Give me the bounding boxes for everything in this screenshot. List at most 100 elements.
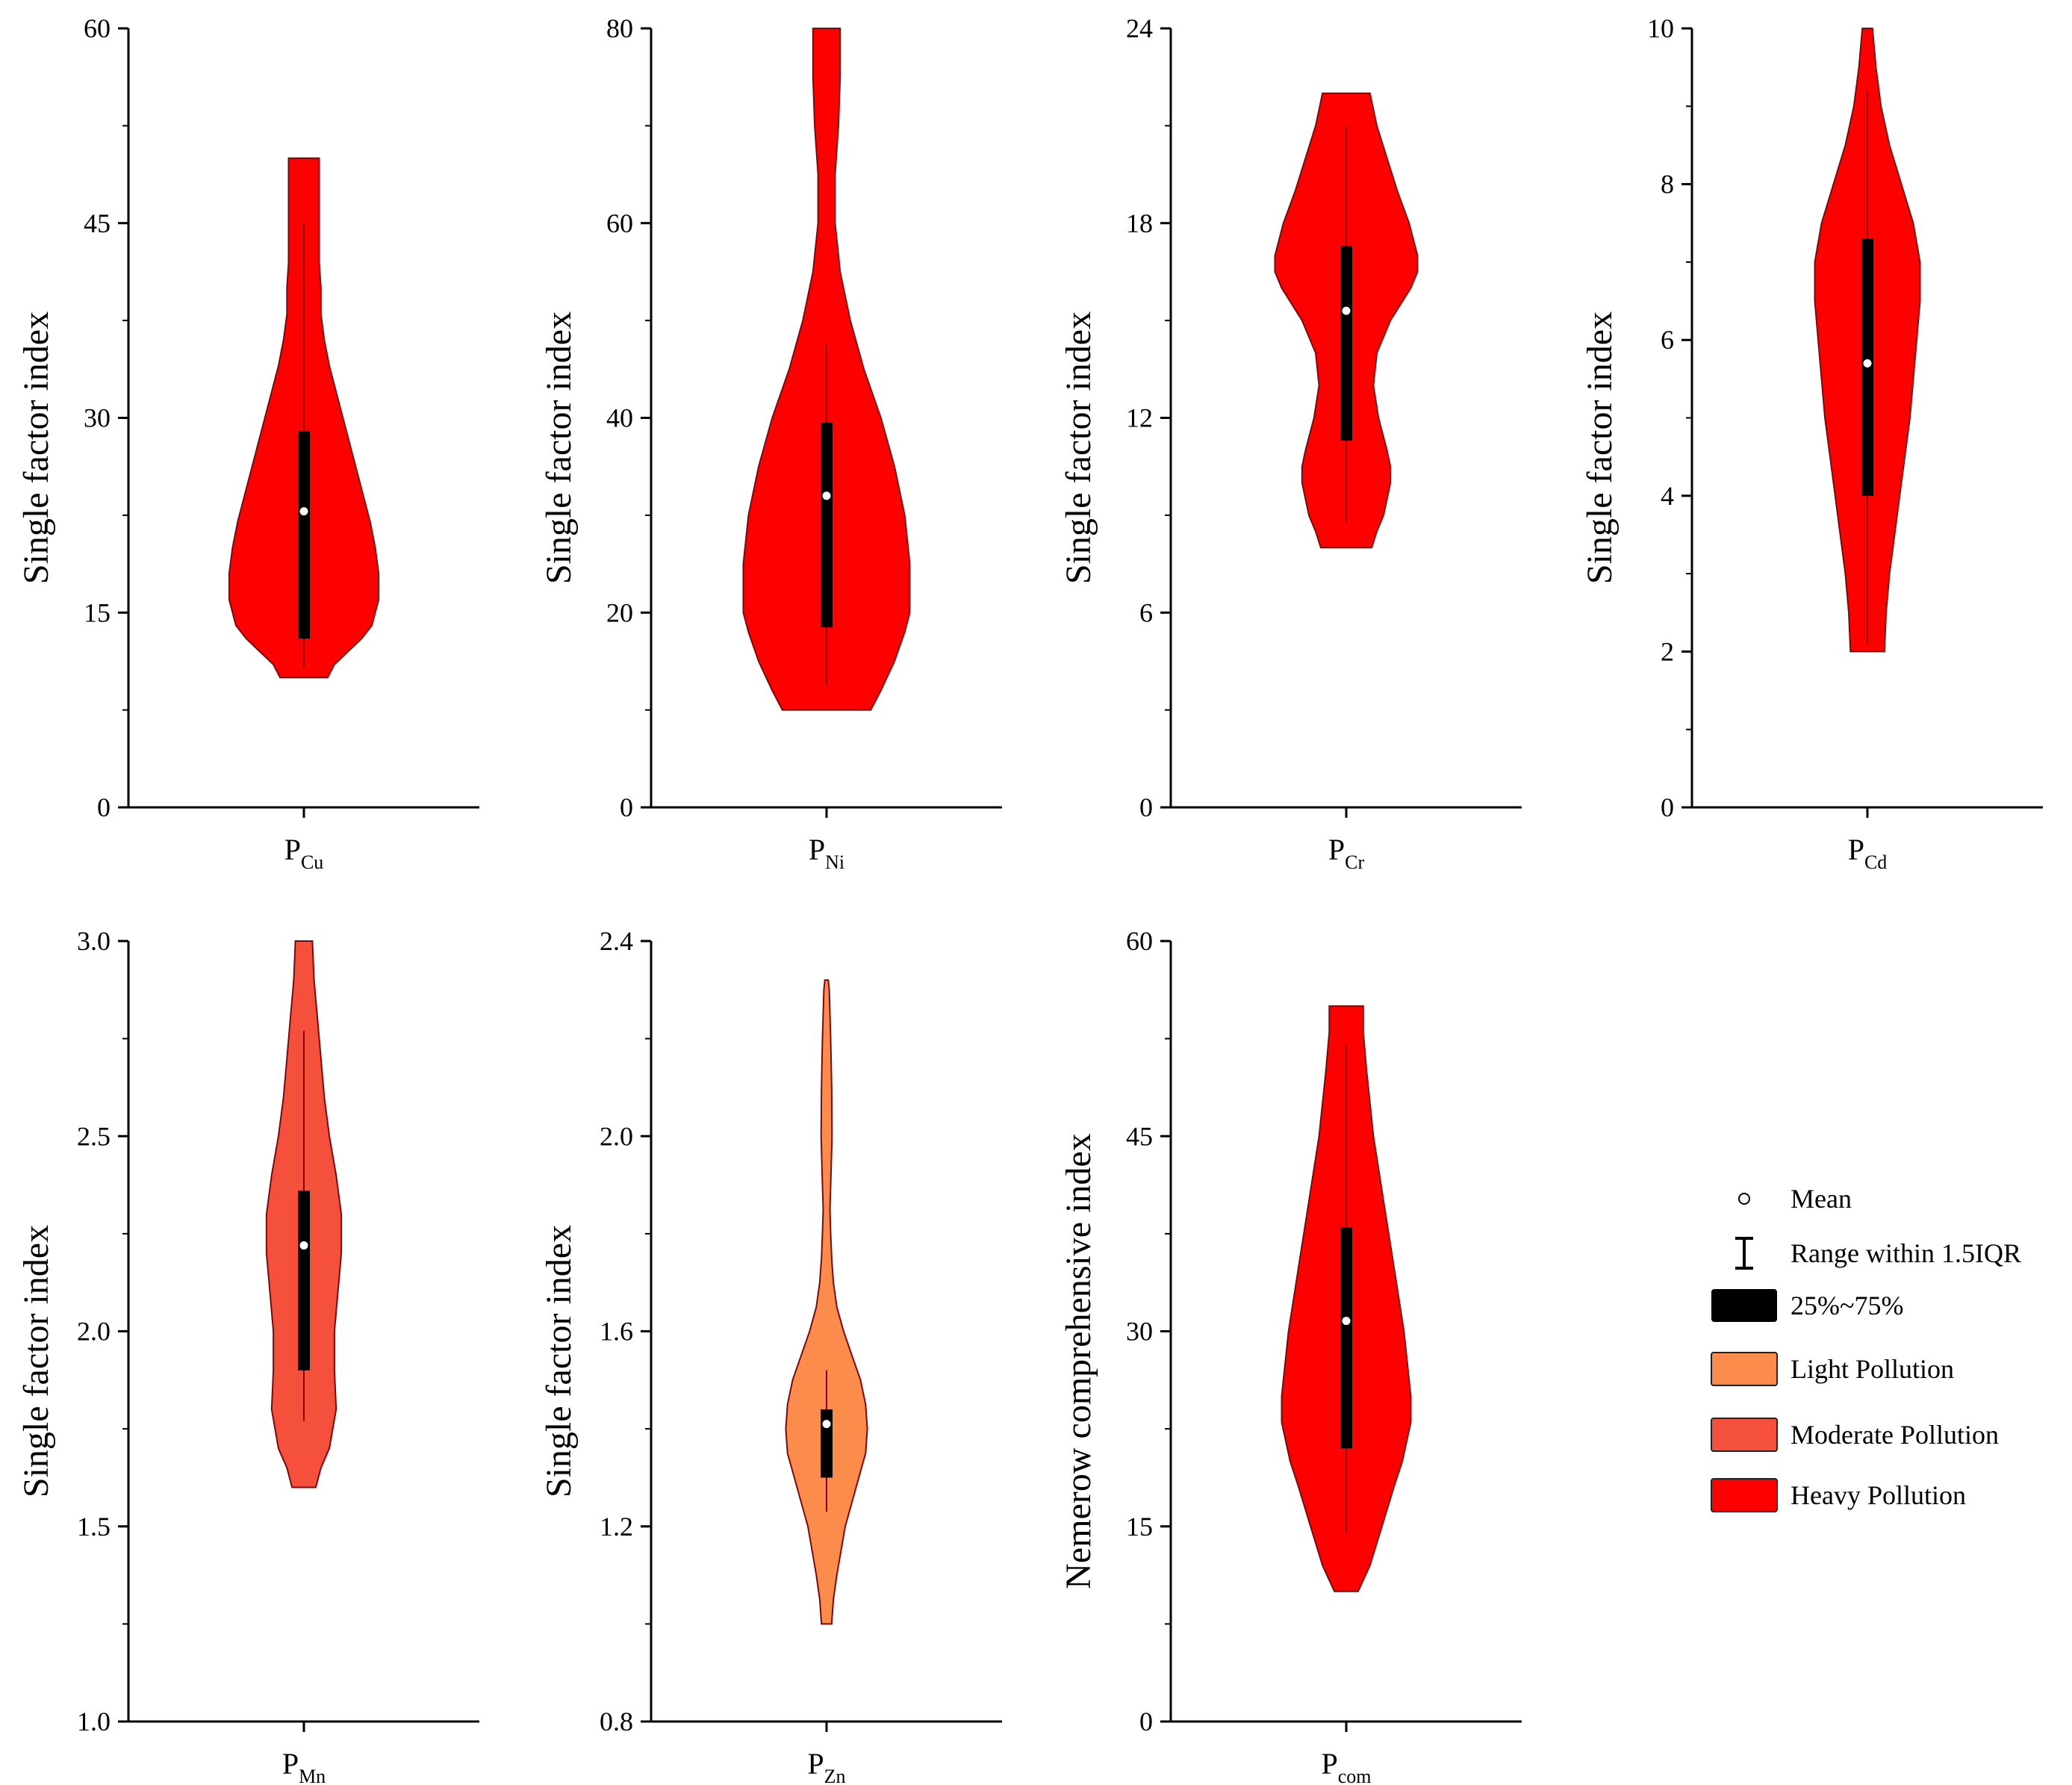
mean-circle-icon (1738, 1193, 1750, 1205)
category-sub-ni: Ni (825, 851, 844, 873)
y-tick-label-com: 45 (1126, 1121, 1153, 1151)
category-main-mn: P (282, 1747, 299, 1781)
y-tick-label-cd: 2 (1661, 636, 1674, 666)
violin-zn (785, 979, 868, 1625)
mean-marker-cr (1341, 305, 1351, 316)
range-bar-icon (1735, 1237, 1753, 1270)
category-sub-mn: Mn (299, 1766, 326, 1785)
category-label-cr: PCr (1328, 833, 1365, 873)
y-axis-title-mn: Single factor index (16, 1225, 56, 1497)
y-tick-label-mn: 2.0 (77, 1317, 111, 1347)
y-axis-title-zn: Single factor index (539, 1225, 579, 1497)
y-tick-label-cr: 18 (1126, 208, 1153, 238)
y-tick-label-cr: 24 (1126, 13, 1153, 43)
iqr-box-cr (1340, 246, 1352, 441)
category-main-cu: P (284, 833, 301, 866)
y-axis-title-cd: Single factor index (1580, 311, 1620, 584)
legend-item: 25%~75% (1711, 1289, 1903, 1322)
legend-item: Mean (1738, 1184, 1852, 1214)
y-tick-label-ni: 40 (606, 403, 633, 433)
y-tick-label-zn: 0.8 (600, 1707, 633, 1736)
iqr-box-cu (298, 430, 310, 639)
y-axis-title-com: Nemerow comprehensive index (1059, 1133, 1098, 1589)
legend-item: Heavy Pollution (1711, 1478, 1966, 1512)
y-tick-label-cu: 60 (84, 13, 111, 43)
mean-marker-cd (1862, 358, 1873, 368)
panel-cr: 0 6 12 18 24 Single factor index PCr (1059, 13, 1522, 873)
y-axis-title-cu: Single factor index (16, 311, 56, 584)
y-tick-label-mn: 1.5 (77, 1512, 111, 1542)
y-tick-label-zn: 1.2 (600, 1512, 633, 1542)
legend-label: Range within 1.5IQR (1791, 1238, 2021, 1268)
mean-marker-com (1341, 1316, 1351, 1326)
legend: Mean Range within 1.5IQR 25%~75% Light Poll… (1711, 1184, 2021, 1512)
category-label-com: Pcom (1321, 1747, 1371, 1785)
category-main-cr: P (1328, 833, 1345, 866)
y-tick-label-com: 30 (1126, 1317, 1153, 1347)
y-axis-title-cr: Single factor index (1059, 311, 1098, 584)
legend-label: Mean (1791, 1184, 1852, 1214)
y-tick-label-ni: 20 (606, 597, 633, 627)
y-tick-label-cd: 10 (1647, 13, 1674, 43)
legend-item: Moderate Pollution (1711, 1418, 1999, 1452)
panel-mn: 1.0 1.5 2.0 2.5 3.0 Single factor index PMn (16, 926, 479, 1785)
mean-marker-ni (821, 491, 832, 501)
category-label-ni: PNi (809, 833, 844, 873)
y-tick-label-cu: 15 (84, 597, 111, 627)
legend-item: Light Pollution (1711, 1352, 1954, 1386)
panel-zn: 0.8 1.2 1.6 2.0 2.4 Single factor index PZn (539, 926, 1002, 1785)
legend-label: Moderate Pollution (1791, 1420, 1999, 1450)
y-tick-label-com: 15 (1126, 1512, 1153, 1542)
legend-item: Range within 1.5IQR (1735, 1237, 2021, 1270)
legend-label: Heavy Pollution (1791, 1480, 1966, 1510)
y-tick-label-cr: 0 (1139, 792, 1153, 822)
category-main-zn: P (807, 1747, 824, 1781)
category-main-com: P (1321, 1747, 1337, 1781)
category-sub-com: com (1338, 1766, 1372, 1785)
y-tick-label-cr: 12 (1126, 403, 1153, 433)
y-tick-label-com: 0 (1139, 1707, 1153, 1736)
category-sub-cu: Cu (301, 851, 323, 873)
y-tick-label-mn: 2.5 (77, 1121, 111, 1151)
category-sub-cr: Cr (1345, 851, 1364, 873)
y-tick-label-cr: 6 (1139, 597, 1153, 627)
category-label-mn: PMn (282, 1747, 326, 1785)
category-label-cd: PCd (1848, 833, 1888, 873)
legend-label: Light Pollution (1791, 1354, 1954, 1384)
panel-com: 0 15 30 45 60 Nemerow comprehensive index Pcom (1059, 926, 1522, 1785)
panel-ni: 0 20 40 60 80 Single factor index PNi (539, 13, 1002, 873)
y-axis-title-ni: Single factor index (539, 311, 579, 584)
y-tick-label-cd: 4 (1661, 481, 1674, 511)
category-label-zn: PZn (807, 1747, 845, 1785)
y-tick-label-ni: 60 (606, 208, 633, 238)
y-tick-label-cd: 0 (1661, 792, 1674, 822)
y-tick-label-zn: 1.6 (600, 1317, 633, 1347)
y-tick-label-cu: 30 (84, 403, 111, 433)
y-tick-label-zn: 2.0 (600, 1121, 633, 1151)
legend-swatch-icon (1711, 1478, 1778, 1512)
legend-swatch-icon (1711, 1352, 1778, 1386)
y-tick-label-cu: 45 (84, 208, 111, 238)
iqr-box-ni (821, 423, 833, 627)
category-sub-cd: Cd (1864, 851, 1887, 873)
mean-marker-zn (821, 1419, 832, 1429)
y-tick-label-ni: 80 (606, 13, 633, 43)
y-tick-label-zn: 2.4 (600, 926, 633, 956)
y-tick-label-mn: 1.0 (77, 1707, 111, 1736)
box-icon (1711, 1289, 1777, 1322)
y-tick-label-com: 60 (1126, 926, 1153, 956)
y-tick-label-mn: 3.0 (77, 926, 111, 956)
legend-label: 25%~75% (1791, 1291, 1903, 1320)
category-label-cu: PCu (284, 833, 324, 873)
legend-swatch-icon (1711, 1418, 1778, 1452)
category-sub-zn: Zn (824, 1766, 846, 1785)
category-main-cd: P (1848, 833, 1864, 866)
iqr-box-com (1340, 1227, 1352, 1449)
mean-marker-mn (299, 1241, 309, 1251)
panel-cu: 0 15 30 45 60 Single factor index PCu (16, 13, 479, 873)
y-tick-label-ni: 0 (620, 792, 633, 822)
y-tick-label-cu: 0 (97, 792, 111, 822)
panel-cd: 0 2 4 6 8 10 Single factor index PCd (1580, 13, 2043, 873)
y-tick-label-cd: 8 (1661, 170, 1674, 199)
